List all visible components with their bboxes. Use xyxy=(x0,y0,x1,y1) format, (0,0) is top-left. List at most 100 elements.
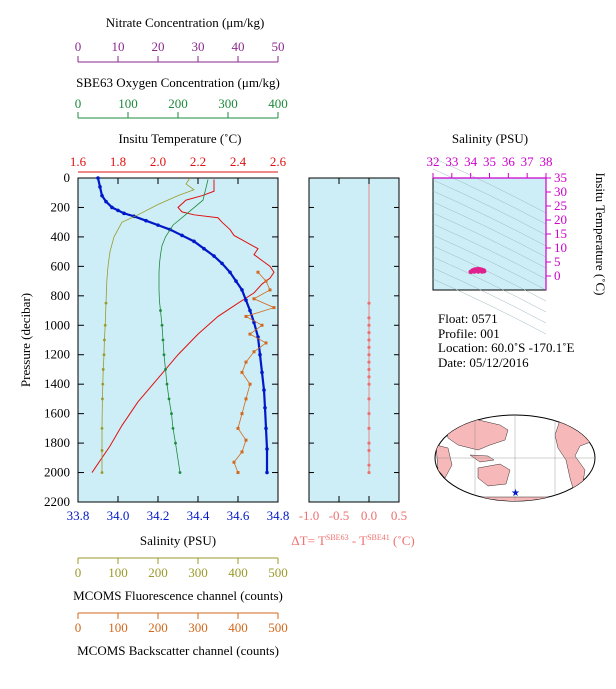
temperature-series-line xyxy=(91,179,275,473)
profile-date: Date: 05/12/2016 xyxy=(438,354,529,370)
delta-t-point xyxy=(367,345,371,349)
salinity-point xyxy=(212,254,216,258)
float-info: Float: 0571 Profile: 001 Location: 60.0˚… xyxy=(438,311,574,370)
salinity-point xyxy=(262,388,266,392)
salinity-point xyxy=(110,205,114,210)
ts-contour xyxy=(432,223,547,280)
backscatter-point xyxy=(236,426,240,430)
salinity-point xyxy=(192,239,196,244)
backscatter-point xyxy=(248,332,252,336)
ts-ytick-label: 35 xyxy=(554,170,567,185)
fluorescence-point xyxy=(101,397,104,401)
fluorescence-axis-label: MCOMS Fluorescence channel (counts) xyxy=(73,588,283,603)
fluorescence-tick-label: 300 xyxy=(188,565,208,580)
salinity-tick-label: 34.4 xyxy=(187,508,210,523)
nitrate-axis: 0 10 20 30 40 50 xyxy=(75,39,285,63)
oxygen-tick-label: 200 xyxy=(168,96,188,111)
temperature-tick-label: 2.0 xyxy=(150,154,166,169)
temperature-axis: 1.6 1.8 2.0 2.2 2.4 2.6 xyxy=(70,154,287,173)
ts-xtick-label: 32 xyxy=(427,154,440,169)
delta-t-tick-label: -1.0 xyxy=(299,508,320,523)
pressure-tick-label: 1200 xyxy=(44,347,70,362)
pressure-axis: 0 200 400 600 800 1000 1200 1400 1600 1800 2000 220… xyxy=(44,170,278,509)
delta-t-point xyxy=(367,353,371,357)
temperature-tick-label: 1.8 xyxy=(110,154,126,169)
ts-series-layer xyxy=(468,266,487,274)
ts-contour xyxy=(432,278,547,335)
salinity-point xyxy=(180,233,184,238)
salinity-point xyxy=(116,208,120,213)
delta-t-point xyxy=(367,470,371,475)
oxygen-point xyxy=(164,368,167,371)
backscatter-point xyxy=(244,360,248,364)
pressure-tick-label: 200 xyxy=(51,199,71,214)
pressure-tick-label: 1600 xyxy=(44,406,70,421)
pressure-tick-label: 1000 xyxy=(44,317,70,332)
oxygen-axis-label: SBE63 Oxygen Concentration (μm/kg) xyxy=(76,75,280,90)
fluorescence-point xyxy=(100,449,104,452)
pressure-tick-label: 600 xyxy=(51,258,71,273)
salinity-point xyxy=(96,176,100,180)
fluorescence-point xyxy=(102,353,106,357)
fluorescence-point xyxy=(101,382,105,386)
salinity-tick-label: 34.2 xyxy=(147,508,170,523)
salinity-axis-label: Salinity (PSU) xyxy=(140,533,216,548)
profile-number: Profile: 001 xyxy=(438,325,500,341)
backscatter-point xyxy=(252,297,256,301)
ts-contour xyxy=(432,157,547,214)
salinity-tick-label: 34.6 xyxy=(227,508,250,523)
main-plot-area xyxy=(77,177,279,503)
ts-ytick-label: 20 xyxy=(554,212,567,227)
delta-t-point xyxy=(367,360,371,364)
oxygen-point xyxy=(178,471,182,474)
fluorescence-point xyxy=(103,323,107,327)
salinity-point xyxy=(265,447,269,451)
fluorescence-point xyxy=(100,471,104,474)
ts-ytick-label: 30 xyxy=(554,184,567,199)
fluorescence-tick-label: 100 xyxy=(108,565,128,580)
backscatter-point xyxy=(272,306,276,310)
ts-point xyxy=(476,269,481,274)
delta-t-point xyxy=(367,367,371,372)
pressure-tick-label: 1800 xyxy=(44,435,70,450)
main-series-layer xyxy=(91,176,276,475)
delta-t-point xyxy=(367,316,371,320)
backscatter-point xyxy=(244,438,248,442)
nitrate-tick-label: 30 xyxy=(192,39,205,54)
ts-contour xyxy=(432,212,547,269)
delta-t-axis: -1.0 -0.5 0.0 0.5 xyxy=(299,177,407,523)
salinity-point xyxy=(144,218,148,223)
ts-contour xyxy=(432,168,547,225)
salinity-point xyxy=(240,288,244,292)
nitrate-tick-label: 40 xyxy=(232,39,245,54)
nitrate-tick-label: 0 xyxy=(75,39,82,54)
ts-contour xyxy=(432,256,547,313)
salinity-point xyxy=(248,308,252,313)
fluorescence-point xyxy=(104,301,108,305)
pressure-tick-label: 2200 xyxy=(44,494,70,509)
backscatter-axis-label: MCOMS Backscatter channel (counts) xyxy=(77,643,279,658)
salinity-point xyxy=(263,405,267,410)
ts-contour xyxy=(432,201,547,258)
salinity-axis: 33.8 34.0 34.2 34.4 34.6 34.8 xyxy=(67,178,289,523)
oxygen-point xyxy=(161,338,165,342)
salinity-point xyxy=(122,211,126,216)
salinity-point xyxy=(220,261,224,266)
salinity-point xyxy=(156,223,160,227)
backscatter-point xyxy=(240,412,244,416)
backscatter-series-line xyxy=(233,271,276,473)
backscatter-point xyxy=(232,460,236,464)
temperature-tick-label: 1.6 xyxy=(70,154,87,169)
nitrate-tick-label: 50 xyxy=(272,39,285,54)
nitrate-axis-label: Nitrate Concentration (μm/kg) xyxy=(106,15,265,30)
oxygen-point xyxy=(174,441,177,445)
oxygen-series-line xyxy=(158,179,209,473)
fluorescence-point xyxy=(100,426,104,430)
world-map: ★ xyxy=(434,414,596,502)
delta-t-point xyxy=(367,375,371,379)
fluorescence-series-line xyxy=(101,177,195,473)
delta-t-point xyxy=(367,412,371,416)
ts-contour xyxy=(432,245,547,302)
pressure-tick-label: 0 xyxy=(64,170,71,185)
